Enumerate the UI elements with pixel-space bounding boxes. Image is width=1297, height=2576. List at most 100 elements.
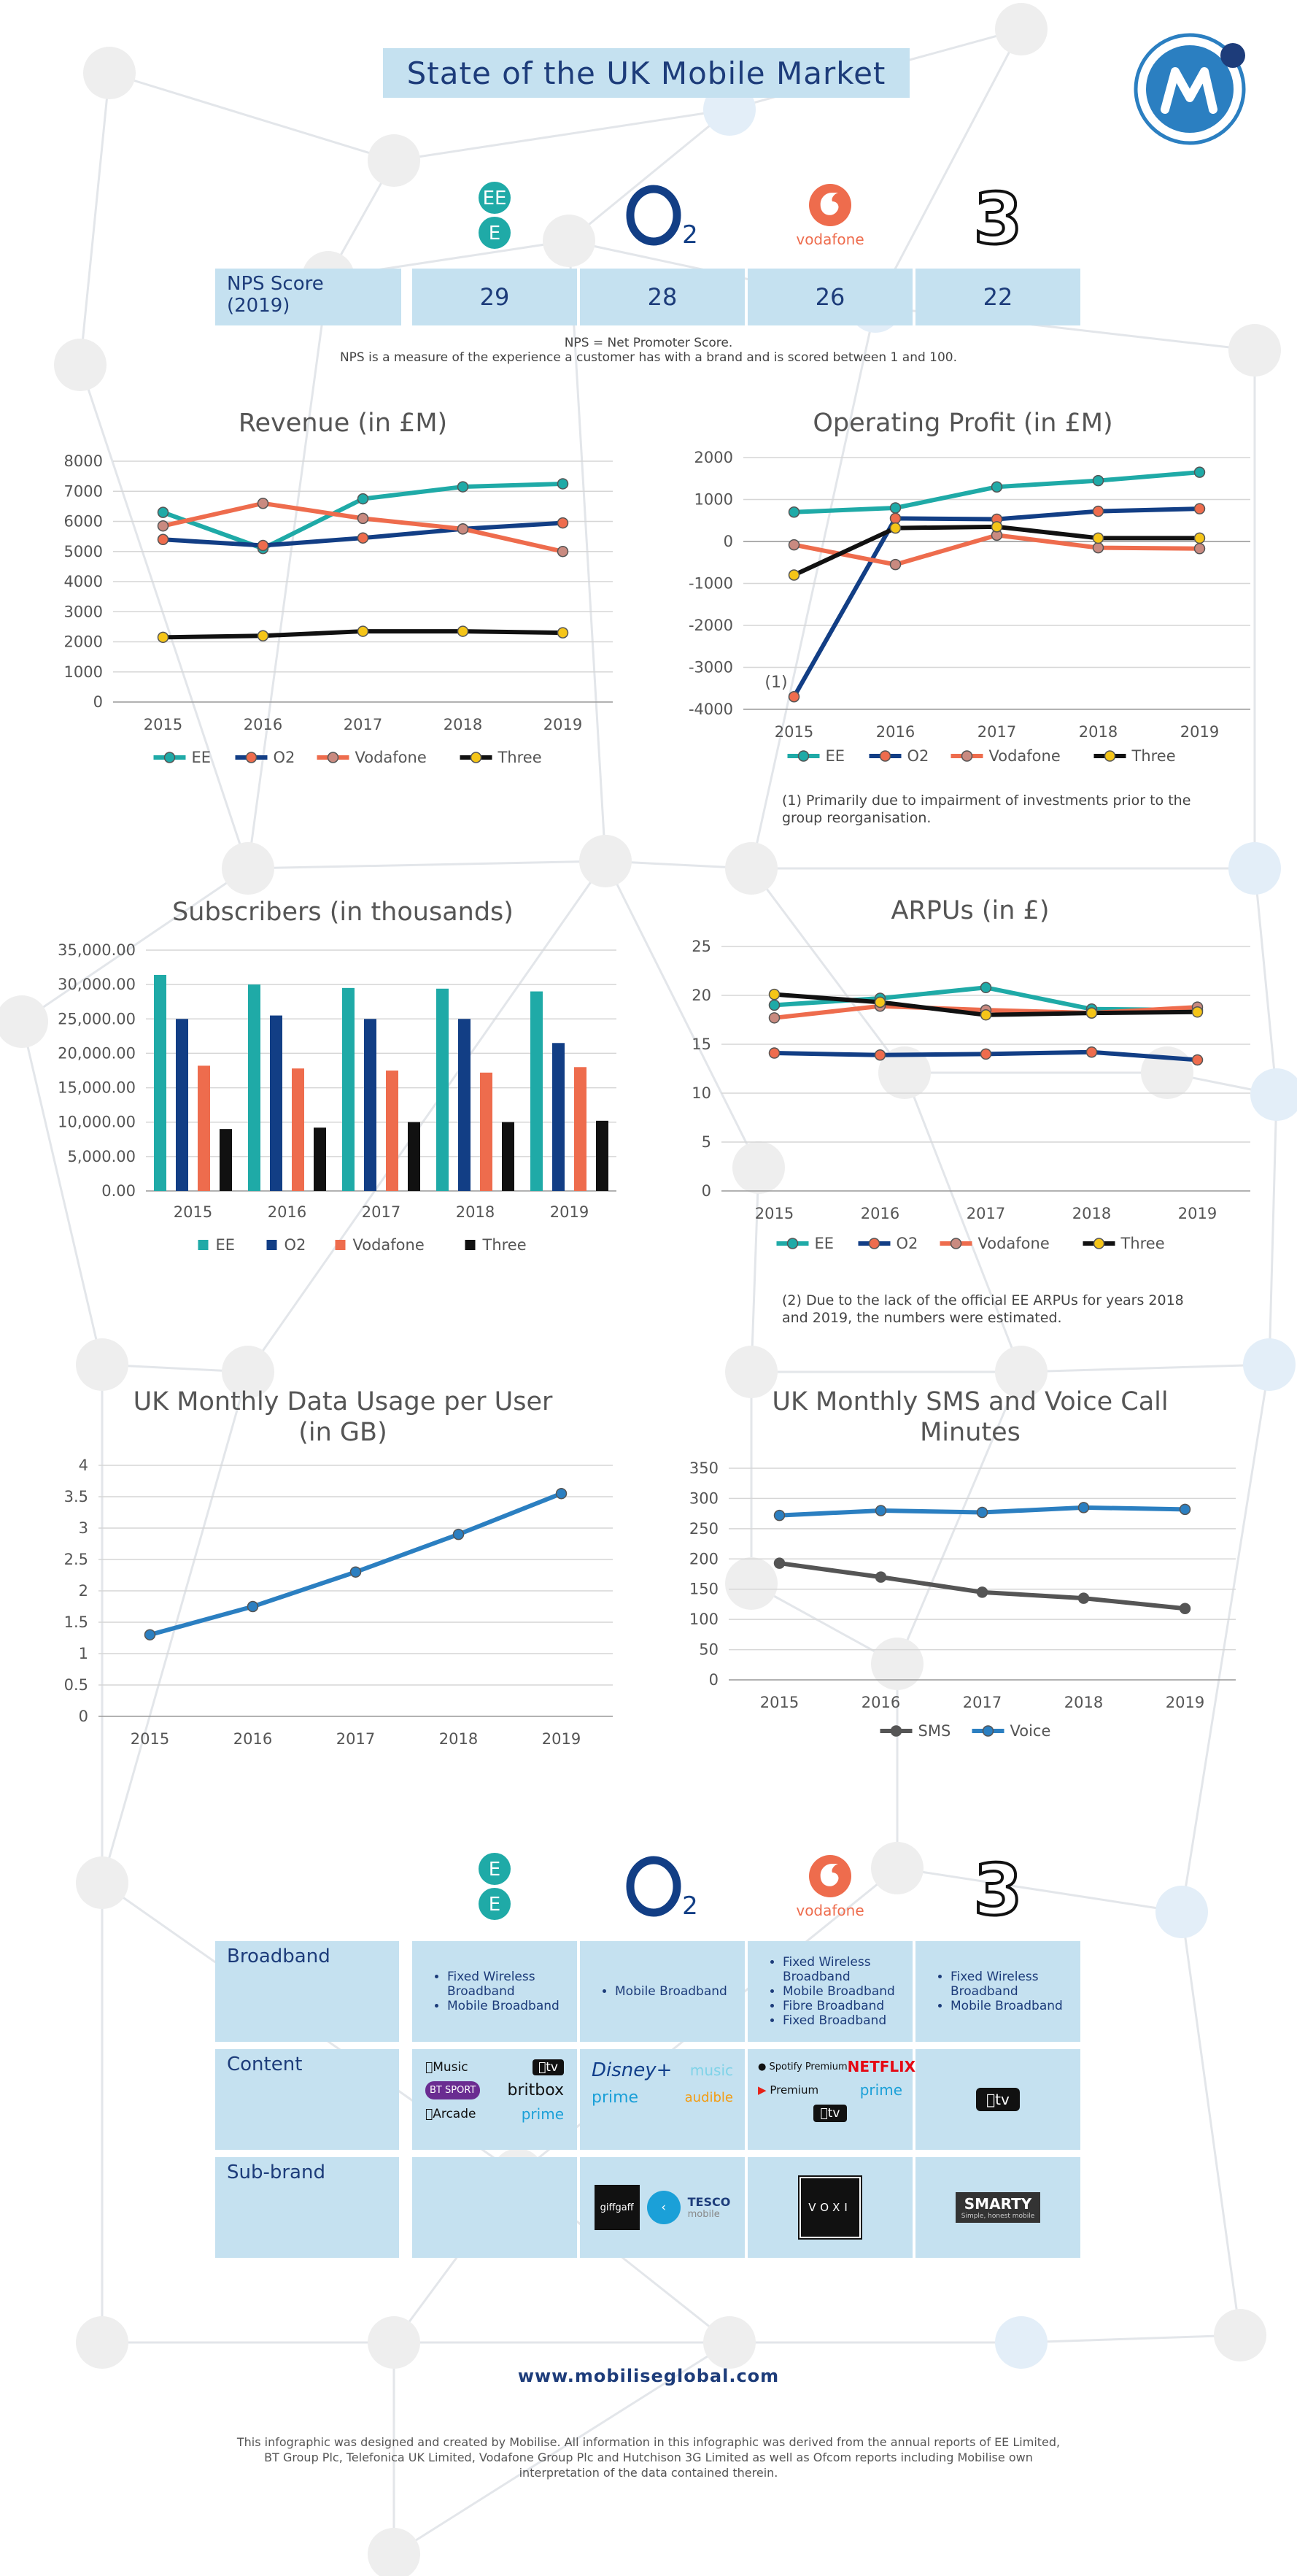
profit-annotation: (1) [764, 674, 787, 692]
bar-o2 [176, 1019, 188, 1191]
network-node [222, 842, 274, 895]
subbrand-label: Sub-brand [215, 2157, 399, 2258]
x-tick-label: 2018 [444, 716, 482, 733]
y-tick-label: -1000 [689, 575, 733, 593]
three-logo: 3 [915, 175, 1080, 255]
y-tick-label: 15,000.00 [58, 1079, 136, 1097]
data-point [457, 481, 469, 493]
sms-title-line-2: Minutes [920, 1418, 1021, 1447]
subbrand-ee [412, 2157, 577, 2258]
network-line [247, 277, 330, 869]
network-line [247, 860, 607, 1373]
x-tick-label: 2016 [233, 1730, 272, 1748]
x-tick-label: 2017 [336, 1730, 375, 1748]
data-point [788, 569, 800, 581]
x-tick-label: 2018 [439, 1730, 478, 1748]
series-line-sms [779, 1561, 1185, 1611]
smarty-logo: SMARTY Simple, honest mobile [955, 2192, 1041, 2223]
list-item: Mobile Broadband [447, 1999, 577, 2013]
legend-marker [950, 1238, 962, 1249]
bar-ee [436, 988, 449, 1191]
data-point [1092, 505, 1104, 517]
mobilise-logo[interactable] [1133, 28, 1251, 146]
x-tick-label: 2019 [1166, 1694, 1204, 1711]
list-item: Fixed Broadband [783, 2013, 913, 2028]
network-node [368, 2528, 420, 2576]
y-tick-label: 50 [699, 1641, 719, 1659]
subscribers-title: Subscribers (in thousands) [172, 898, 514, 927]
y-tick-label: 10,000.00 [58, 1114, 136, 1131]
legend-label: EE [192, 749, 212, 766]
x-tick-label: 2019 [1180, 723, 1219, 741]
x-tick-label: 2018 [456, 1203, 495, 1221]
bar-ee [530, 991, 543, 1191]
data-point [157, 520, 169, 532]
y-tick-label: 0.5 [64, 1676, 88, 1694]
youtube-premium-icon: ▶ Premium [758, 2083, 819, 2097]
data-point [1092, 474, 1104, 487]
data-point [1193, 532, 1206, 544]
x-tick-label: 2019 [1178, 1205, 1217, 1222]
legend-label: Vodafone [353, 1236, 425, 1254]
network-line [568, 108, 730, 242]
bt-sport-icon: BT SPORT [425, 2081, 481, 2099]
y-tick-label: 1.5 [64, 1613, 88, 1631]
legend-label: EE [815, 1235, 835, 1252]
bar-vodafone [480, 1072, 492, 1191]
y-tick-label: 100 [689, 1611, 719, 1628]
broadband-three: Fixed Wireless BroadbandMobile Broadband [915, 1941, 1080, 2042]
network-node [1250, 1068, 1297, 1121]
data-point [889, 558, 902, 571]
network-line [751, 1582, 898, 1665]
arpu-title: ARPUs (in £) [891, 896, 1050, 925]
data-point [157, 631, 169, 644]
subbrand-vodafone: VOXI [748, 2157, 913, 2258]
network-line [896, 1371, 1023, 1665]
legend-label: EE [216, 1236, 236, 1254]
broadband-vodafone: Fixed Wireless BroadbandMobile Broadband… [748, 1941, 913, 2042]
data-point [257, 630, 269, 641]
revenue-title: Revenue (in £M) [238, 409, 448, 438]
y-tick-label: 25,000.00 [58, 1010, 136, 1027]
network-node [995, 2316, 1048, 2369]
data-point [788, 539, 800, 551]
y-tick-label: 5,000.00 [67, 1148, 136, 1165]
x-tick-label: 2016 [244, 716, 282, 733]
data-point [1193, 543, 1206, 555]
y-tick-label: 3.5 [64, 1488, 88, 1505]
network-node [1155, 1886, 1208, 1938]
data-point [1077, 1592, 1090, 1604]
apple-arcade-icon: Arcade [425, 2107, 476, 2121]
giffgaff-logo: giffgaff [594, 2185, 640, 2230]
network-line [247, 860, 606, 870]
data-point [1092, 532, 1104, 544]
network-node [1228, 324, 1281, 377]
data-point [991, 481, 1003, 493]
data-point [257, 539, 269, 552]
y-tick-label: -4000 [689, 701, 733, 718]
list-item: Mobile Broadband [615, 1984, 727, 1999]
data-usage-title-line-1: UK Monthly Data Usage per User [133, 1387, 553, 1416]
network-line [393, 108, 730, 162]
legend-label: Three [482, 1236, 527, 1254]
legend-label: EE [826, 747, 845, 765]
network-line [874, 28, 1023, 307]
bar-ee [342, 987, 355, 1191]
website-link[interactable]: www.mobiliseglobal.com [517, 2366, 780, 2386]
legend-label: Vodafone [355, 749, 427, 766]
broadband-ee: Fixed Wireless BroadbandMobile Broadband [412, 1941, 577, 2042]
content-three: tv [915, 2049, 1080, 2150]
list-item: Mobile Broadband [951, 1999, 1080, 2013]
network-line [1180, 1911, 1242, 2336]
network-node [579, 835, 632, 887]
network-node [1228, 842, 1281, 895]
data-point [557, 517, 569, 529]
arpu-footnote: (2) Due to the lack of the official EE A… [782, 1292, 1184, 1326]
data-point [1193, 503, 1206, 514]
y-tick-label: 6000 [64, 513, 103, 531]
y-tick-label: 3000 [64, 603, 103, 620]
bar-o2 [552, 1043, 565, 1191]
network-line [393, 2341, 730, 2556]
network-node [543, 215, 595, 267]
page-title: State of the UK Mobile Market [383, 48, 910, 98]
